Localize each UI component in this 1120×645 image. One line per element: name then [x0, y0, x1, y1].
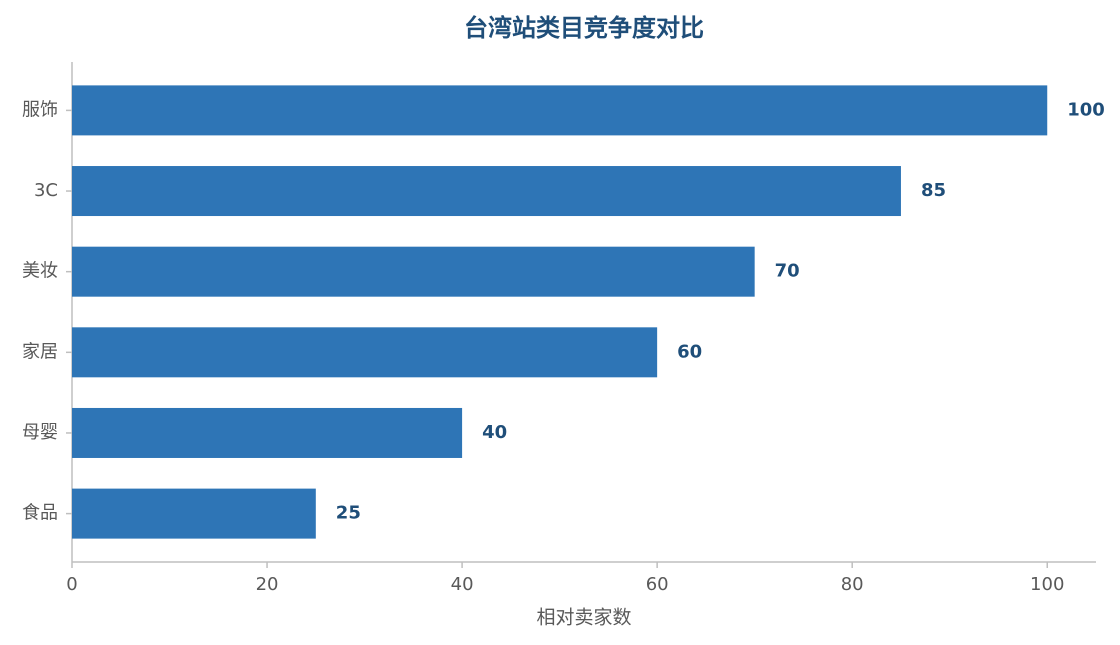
- y-tick-label: 服饰: [22, 99, 58, 120]
- x-tick-label: 20: [256, 574, 279, 595]
- y-tick-label: 母婴: [22, 422, 58, 443]
- value-label: 70: [775, 261, 800, 282]
- x-tick-label: 0: [66, 574, 77, 595]
- chart-title: 台湾站类目竞争度对比: [464, 14, 704, 42]
- value-label: 40: [482, 422, 507, 443]
- bar: [72, 488, 316, 539]
- value-label: 25: [336, 503, 361, 524]
- bar: [72, 327, 658, 378]
- value-label: 100: [1067, 99, 1105, 120]
- x-axis-label: 相对卖家数: [536, 607, 631, 629]
- value-label: 60: [677, 341, 702, 362]
- y-tick-label: 食品: [22, 503, 58, 524]
- value-label: 85: [921, 180, 946, 201]
- bar: [72, 85, 1048, 136]
- x-tick-label: 100: [1030, 574, 1064, 595]
- x-tick-label: 80: [841, 574, 864, 595]
- y-tick-label: 家居: [22, 341, 58, 362]
- y-tick-label: 3C: [34, 180, 58, 201]
- y-tick-label: 美妆: [22, 261, 58, 282]
- bar: [72, 166, 901, 217]
- bar: [72, 246, 755, 297]
- x-tick-label: 60: [646, 574, 669, 595]
- x-tick-label: 40: [451, 574, 474, 595]
- bar: [72, 407, 463, 458]
